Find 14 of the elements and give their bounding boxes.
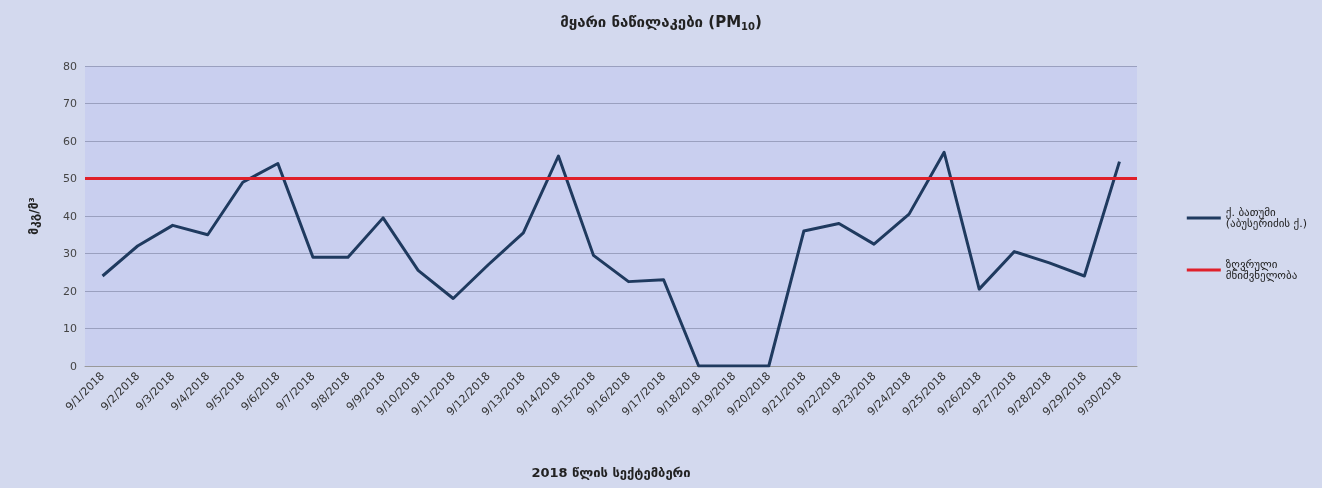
y-tick-label: 0 [70, 359, 77, 373]
y-tick-label: 40 [63, 209, 77, 223]
y-tick-label: 60 [63, 134, 77, 148]
x-axis-title: 2018 წლის სექტემბერი [531, 465, 691, 480]
y-axis-title: მკგ/მ³ [27, 197, 41, 235]
y-tick-label: 80 [63, 59, 77, 73]
y-tick-label: 10 [63, 322, 77, 335]
y-tick-label: 70 [63, 97, 77, 110]
y-tick-label: 20 [63, 284, 77, 298]
legend-label: ქ. ბათუმი (აბუსერიძის ქ.) [1225, 206, 1308, 230]
y-tick-label: 30 [63, 247, 77, 260]
line-series [101, 150, 1121, 368]
legend-label: ზღვრული მნიშვნელობა [1225, 258, 1298, 282]
y-tick-label: 50 [63, 172, 77, 185]
